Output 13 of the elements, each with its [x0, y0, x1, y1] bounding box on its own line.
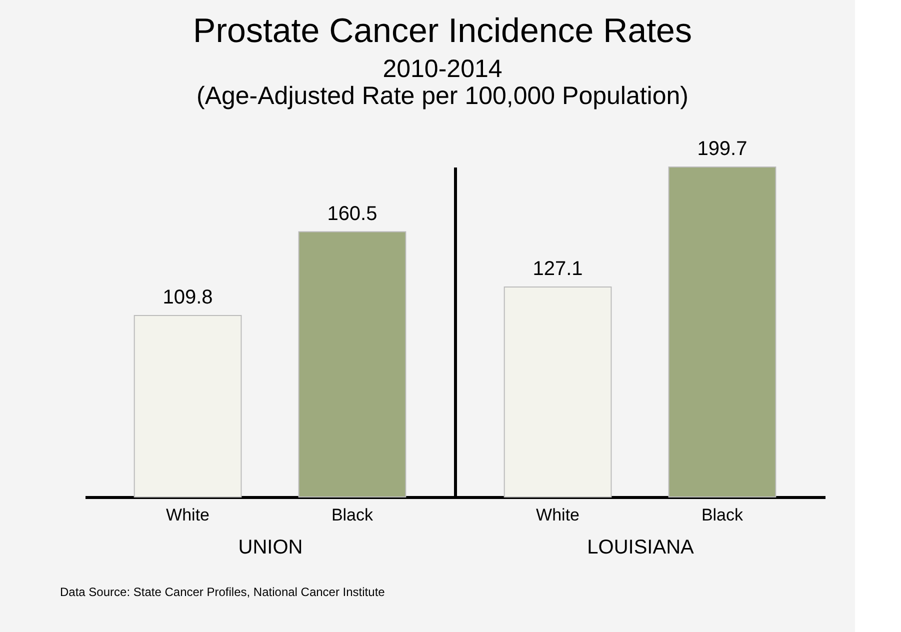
- data-label: 160.5: [327, 202, 378, 225]
- x-tick-label: Black: [331, 506, 374, 524]
- data-label: 127.1: [532, 258, 583, 280]
- x-tick-label: Black: [701, 506, 744, 524]
- x-axis-title: LOUISIANA: [587, 536, 695, 558]
- data-label: 109.8: [162, 286, 213, 309]
- x-tick-label: White: [166, 506, 210, 524]
- chart-subtitle: 2010-2014 (Age-Adjusted Rate per 100,000 Population): [196, 55, 688, 110]
- x-axis-title: UNION: [238, 536, 303, 558]
- source-note: Data Source: State Cancer Profiles, National Cancer Institute: [60, 585, 386, 599]
- x-tick-label: White: [536, 506, 580, 524]
- chart-title: Prostate Cancer Incidence Rates: [193, 12, 692, 50]
- data-label: 199.7: [697, 138, 748, 160]
